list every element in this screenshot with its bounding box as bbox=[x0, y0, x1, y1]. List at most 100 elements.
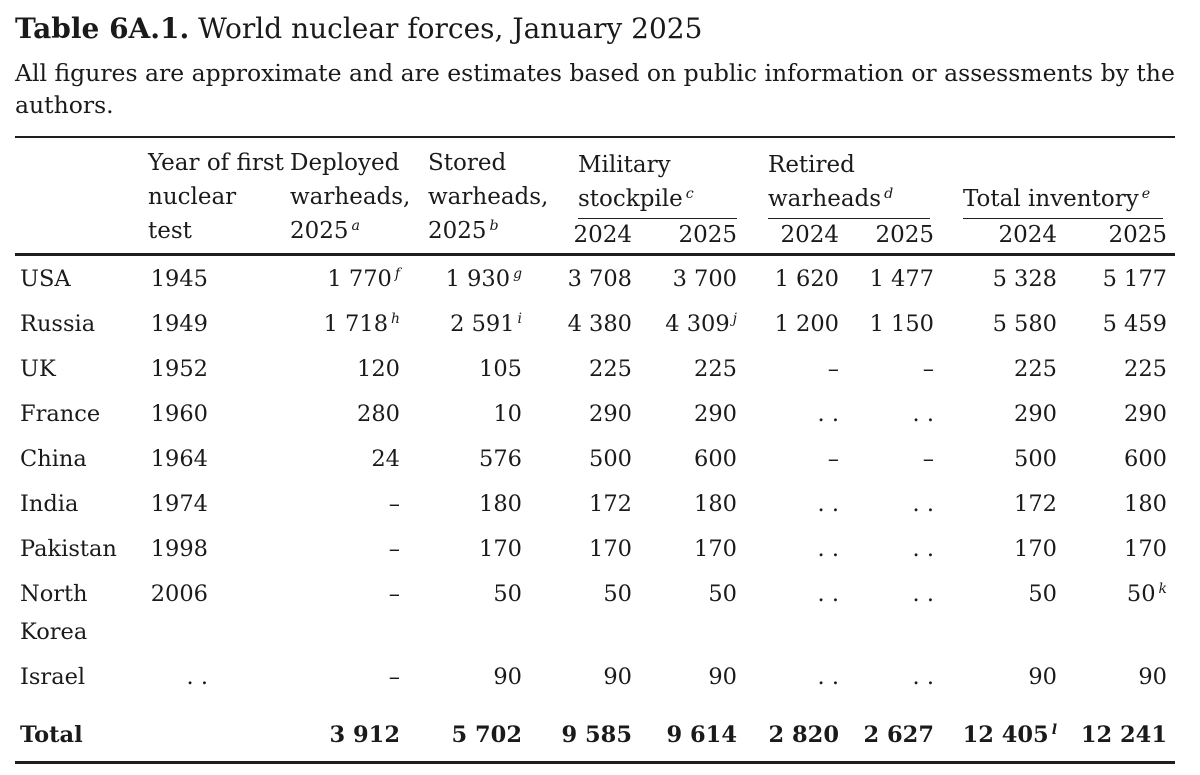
cell-mil2025: 4 309 j bbox=[665, 311, 737, 337]
cell-stored: 50 bbox=[493, 581, 522, 607]
table-title-text: World nuclear forces, January 2025 bbox=[189, 12, 703, 45]
footnote-marker-e: e bbox=[1141, 186, 1151, 203]
cell-deployed: – bbox=[388, 491, 400, 517]
cell-tot2025: 600 bbox=[1124, 446, 1167, 472]
cell-year: 1964 bbox=[143, 436, 285, 481]
cell-tot2024: 12 405 l bbox=[962, 722, 1057, 748]
cell-year: 1960 bbox=[143, 391, 285, 436]
footnote-marker-a: a bbox=[351, 218, 361, 235]
cell-ret2024: . . bbox=[817, 536, 839, 562]
cell-country: Israel bbox=[20, 664, 86, 690]
cell-tot2024: 5 328 bbox=[992, 266, 1057, 292]
row-israel: Israel . . – 90 90 90 . . . . 90 90 bbox=[15, 654, 1175, 699]
cell-mil2025: 290 bbox=[694, 401, 737, 427]
cell-ret2024: 1 620 bbox=[774, 266, 839, 292]
cell-country: UK bbox=[20, 356, 56, 382]
cell-stored: 180 bbox=[479, 491, 522, 517]
footnote-marker-l: l bbox=[1051, 722, 1057, 739]
cell-mil2024: 9 585 bbox=[561, 722, 632, 748]
column-header-deployed: Deployed warheads, 2025 a bbox=[290, 150, 411, 244]
cell-country: North Korea bbox=[20, 581, 88, 645]
header-row: Year of first nuclear test Deployed warheads… bbox=[15, 137, 1175, 255]
cell-mil2024: 290 bbox=[589, 401, 632, 427]
cell-tot2024: 170 bbox=[1014, 536, 1057, 562]
cell-country: France bbox=[20, 401, 101, 427]
year-value: 1945 bbox=[150, 266, 208, 292]
row-usa: USA 1945 1 770 f 1 930 g 3 708 3 700 1 620 1 477 5… bbox=[15, 255, 1175, 302]
cell-ret2025: 1 150 bbox=[869, 311, 934, 337]
footnote-marker-b: b bbox=[489, 218, 499, 235]
cell-year: 1949 bbox=[143, 301, 285, 346]
cell-deployed: 120 bbox=[357, 356, 400, 382]
cell-tot2025: 5 177 bbox=[1102, 266, 1167, 292]
cell-ret2025: 2 627 bbox=[863, 722, 934, 748]
cell-stored: 5 702 bbox=[451, 722, 522, 748]
cell-ret2025: . . bbox=[912, 581, 934, 607]
cell-year: 1998 bbox=[143, 526, 285, 571]
footnote-marker-j: j bbox=[732, 311, 737, 328]
cell-country: Total bbox=[20, 722, 83, 748]
group-subheaders: 2024 2025 bbox=[942, 219, 1175, 253]
row-india: India 1974 – 180 172 180 . . . . 172 180 bbox=[15, 481, 1175, 526]
cell-mil2025: 90 bbox=[708, 664, 737, 690]
cell-stored: 10 bbox=[493, 401, 522, 427]
nuclear-forces-table: Year of first nuclear test Deployed warheads… bbox=[15, 136, 1175, 764]
cell-year: 1952 bbox=[143, 346, 285, 391]
cell-ret2024: . . bbox=[817, 581, 839, 607]
year-value: 1998 bbox=[150, 536, 208, 562]
cell-deployed: 280 bbox=[357, 401, 400, 427]
cell-year: . . bbox=[143, 654, 285, 699]
cell-tot2024: 290 bbox=[1014, 401, 1057, 427]
cell-mil2024: 50 bbox=[603, 581, 632, 607]
table-title-label: Table 6A.1. bbox=[15, 12, 190, 45]
cell-mil2025: 170 bbox=[694, 536, 737, 562]
table-subtitle: All figures are approximate and are esti… bbox=[15, 59, 1175, 119]
column-header-country bbox=[15, 137, 143, 255]
cell-mil2025: 600 bbox=[694, 446, 737, 472]
year-subheader: 2024 bbox=[573, 222, 632, 248]
cell-mil2025: 225 bbox=[694, 356, 737, 382]
cell-tot2024: 225 bbox=[1014, 356, 1057, 382]
cell-country: USA bbox=[20, 266, 71, 292]
group-header-1: Military stockpile c 2024 2025 bbox=[530, 137, 745, 255]
footnote-marker-f: f bbox=[394, 266, 400, 283]
cell-ret2024: . . bbox=[817, 401, 839, 427]
year-value: 1949 bbox=[150, 311, 208, 337]
row-uk: UK 1952 120 105 225 225 – – 225 225 bbox=[15, 346, 1175, 391]
group-header-3: Total inventory e 2024 2025 bbox=[942, 137, 1175, 255]
cell-stored: 2 591 i bbox=[450, 311, 522, 337]
cell-mil2024: 500 bbox=[589, 446, 632, 472]
cell-year: 1945 bbox=[143, 255, 285, 302]
cell-country: Pakistan bbox=[20, 536, 117, 562]
year-value: 1974 bbox=[150, 491, 208, 517]
cell-mil2024: 4 380 bbox=[567, 311, 632, 337]
row-russia: Russia 1949 1 718 h 2 591 i 4 380 4 309 j 1 200 1 … bbox=[15, 301, 1175, 346]
cell-stored: 170 bbox=[479, 536, 522, 562]
cell-year bbox=[143, 699, 285, 763]
column-header-year: Year of first nuclear test bbox=[148, 150, 284, 244]
cell-tot2024: 50 bbox=[1028, 581, 1057, 607]
cell-stored: 105 bbox=[479, 356, 522, 382]
cell-tot2025: 90 bbox=[1138, 664, 1167, 690]
cell-stored: 90 bbox=[493, 664, 522, 690]
footnote-marker-k: k bbox=[1158, 581, 1167, 598]
year-subheader: 2025 bbox=[875, 222, 934, 248]
total-row: Total 3 912 5 702 9 585 9 614 2 820 2 627 12 40… bbox=[15, 699, 1175, 763]
cell-deployed: 1 718 h bbox=[323, 311, 400, 337]
cell-tot2025: 5 459 bbox=[1102, 311, 1167, 337]
cell-deployed: – bbox=[388, 536, 400, 562]
footnote-marker-i: i bbox=[517, 311, 522, 328]
column-header-stored: Stored warheads, 2025 b bbox=[428, 150, 549, 244]
group-header-label: Total inventory e bbox=[963, 182, 1163, 219]
table-header: Year of first nuclear test Deployed warheads… bbox=[15, 137, 1175, 255]
cell-stored: 1 930 g bbox=[445, 266, 522, 292]
year-value: 1960 bbox=[150, 401, 208, 427]
cell-tot2025: 50 k bbox=[1126, 581, 1167, 607]
table-title: Table 6A.1. World nuclear forces, Januar… bbox=[15, 10, 1185, 48]
cell-ret2025: . . bbox=[912, 401, 934, 427]
year-value: 1952 bbox=[150, 356, 208, 382]
cell-deployed: 1 770 f bbox=[327, 266, 400, 292]
year-subheader: 2024 bbox=[780, 222, 839, 248]
cell-mil2025: 9 614 bbox=[666, 722, 737, 748]
cell-mil2025: 3 700 bbox=[672, 266, 737, 292]
